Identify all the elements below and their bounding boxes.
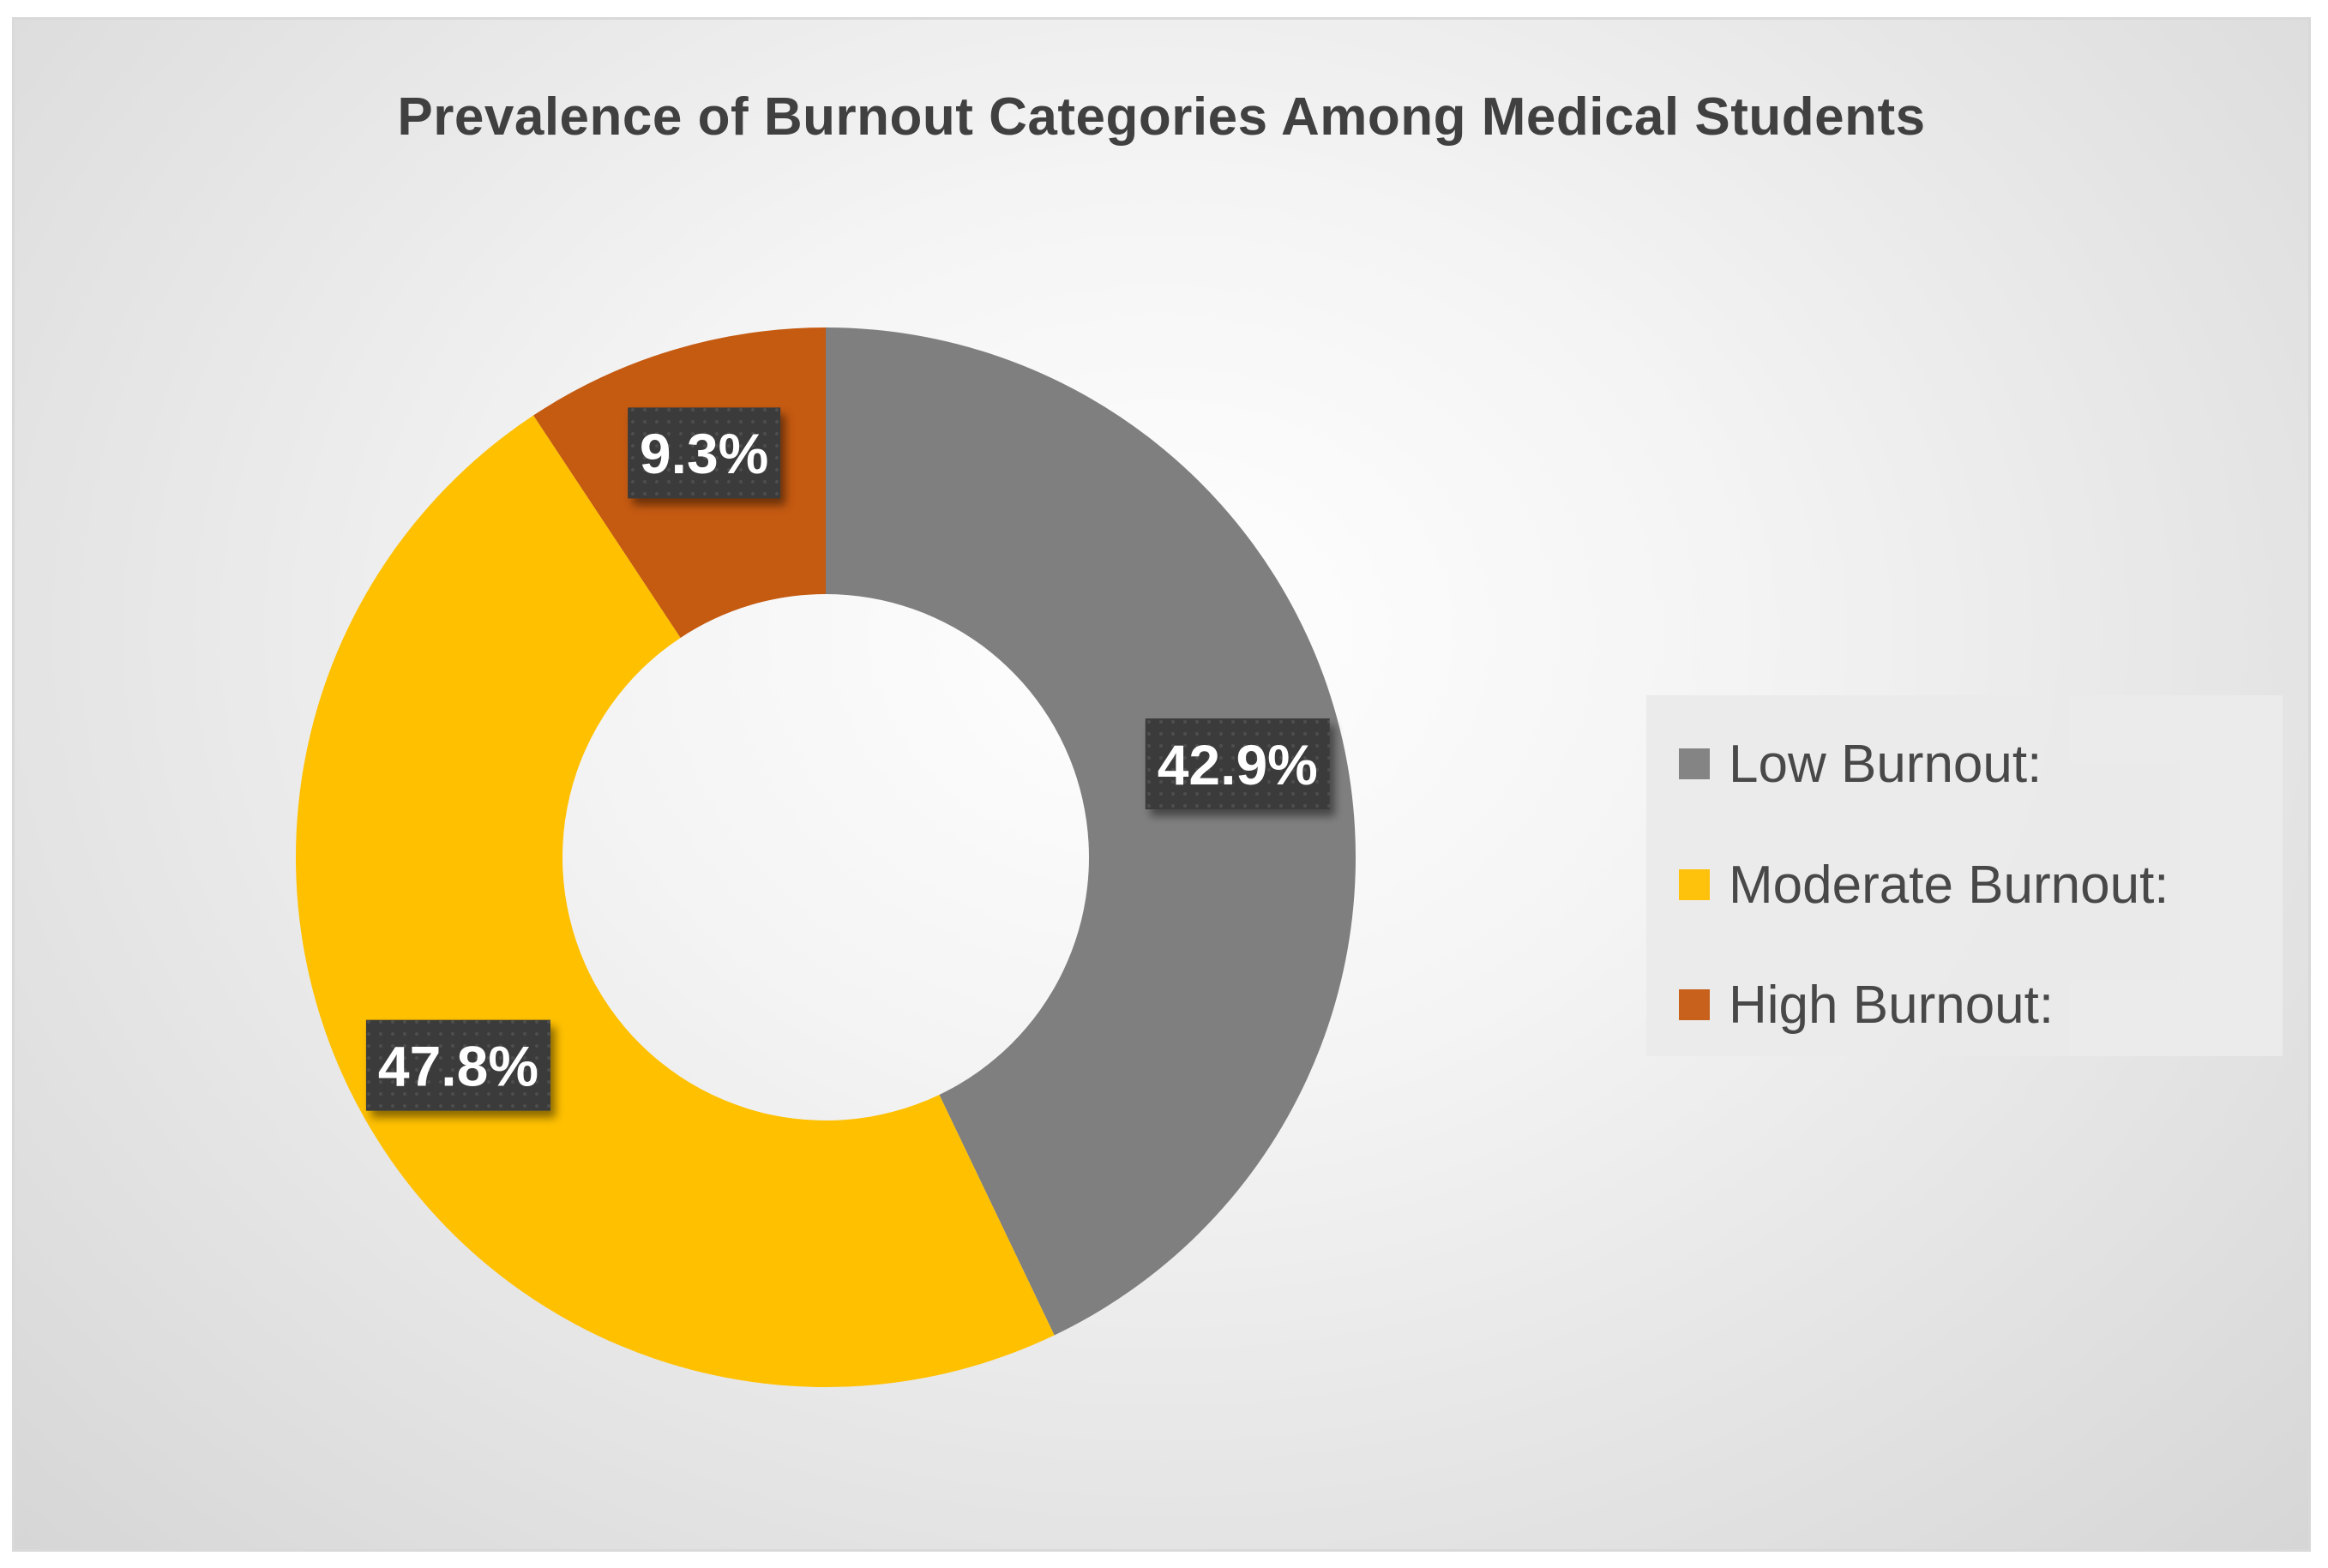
legend: Low Burnout: Moderate Burnout: High Burnou… [1646, 695, 2283, 1056]
data-label-text: 42.9% [1158, 733, 1318, 796]
legend-item-moderate-burnout: Moderate Burnout: [1679, 855, 2169, 915]
data-labels-layer: 42.9% 47.8% 9.3% [365, 407, 1330, 1111]
donut-chart: 42.9% 47.8% 9.3% [295, 327, 1356, 1388]
slice-low-burnout [826, 327, 1356, 1336]
legend-label: High Burnout: [1729, 975, 2054, 1035]
chart-area: Prevalence of Burnout Categories Among M… [12, 17, 2311, 1552]
legend-label: Moderate Burnout: [1729, 855, 2169, 915]
data-label-text: 9.3% [640, 422, 768, 485]
data-label-box [628, 407, 781, 499]
data-label-box [365, 1019, 550, 1111]
legend-swatch [1679, 748, 1710, 779]
legend-swatch [1679, 869, 1710, 900]
chart-title: Prevalence of Burnout Categories Among M… [397, 87, 1926, 147]
slices-layer [295, 327, 1356, 1388]
legend-item-high-burnout: High Burnout: [1679, 975, 2054, 1035]
legend-label: Low Burnout: [1729, 734, 2042, 794]
data-label-low-burnout: 42.9% [1145, 718, 1330, 810]
legend-swatch [1679, 989, 1710, 1020]
data-label-box [1145, 718, 1330, 810]
legend-item-low-burnout: Low Burnout: [1679, 734, 2042, 794]
data-label-moderate-burnout: 47.8% [365, 1019, 550, 1111]
slice-moderate-burnout [295, 415, 1055, 1388]
data-label-text: 47.8% [378, 1034, 538, 1097]
data-label-high-burnout: 9.3% [628, 407, 781, 499]
